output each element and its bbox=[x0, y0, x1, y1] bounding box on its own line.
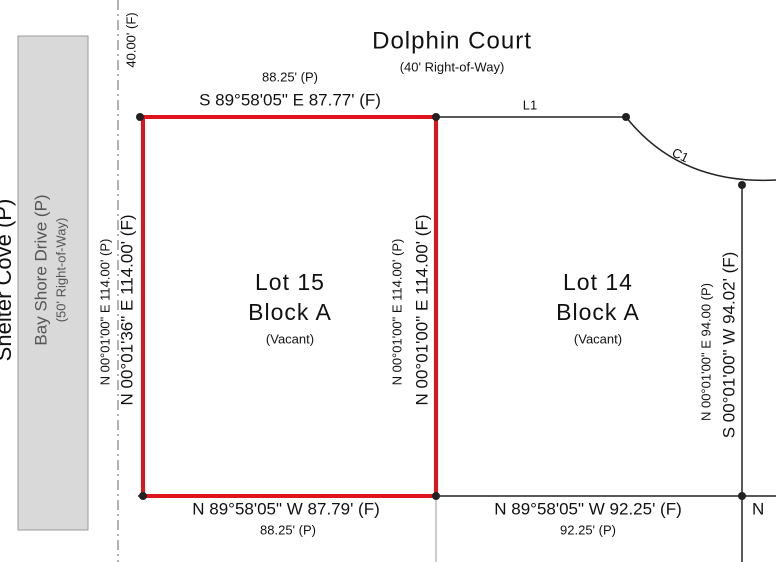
plat-distance: 92.25' (P) bbox=[560, 522, 616, 537]
field-bearing: N 89°58'05" W 92.25' (F) bbox=[494, 499, 682, 518]
field-bearing: N 89°58'05" W 87.79' (F) bbox=[192, 499, 380, 518]
plat-distance: 88.25' (P) bbox=[260, 522, 316, 537]
field-bearing: S 89°58'05" E 87.77' (F) bbox=[199, 90, 381, 109]
plat-bearing: N 00°01'00" E 94.00 (P) bbox=[698, 283, 713, 421]
monument bbox=[622, 113, 630, 121]
lot-number: Lot 15 bbox=[255, 269, 325, 295]
street-row: (40' Right-of-Way) bbox=[400, 59, 505, 74]
top-offset: 40.00' (F) bbox=[123, 12, 138, 67]
block: Block A bbox=[248, 299, 332, 325]
side-street-row: (50' Right-of-Way) bbox=[53, 218, 68, 323]
field-bearing: N 00°01'36" E 114.00' (F) bbox=[117, 214, 136, 405]
block: Block A bbox=[556, 299, 640, 325]
monument bbox=[432, 492, 440, 500]
lot15-boundary bbox=[141, 115, 438, 498]
lot-status: (Vacant) bbox=[266, 331, 314, 346]
line-label: L1 bbox=[523, 97, 537, 112]
road-strip bbox=[17, 35, 89, 531]
lot-status: (Vacant) bbox=[574, 331, 622, 346]
monument bbox=[139, 492, 147, 500]
field-bearing: S 00°01'00" W 94.02' (F) bbox=[719, 252, 738, 439]
plat-bearing: N 00°01'00" E 114.00' (P) bbox=[389, 239, 404, 386]
monument bbox=[136, 113, 144, 121]
field-bearing: N 00°01'00" E 114.00' (F) bbox=[412, 214, 431, 405]
lot-number: Lot 14 bbox=[563, 269, 633, 295]
curve-label: C1 bbox=[670, 145, 691, 166]
waterway: Shelter Cove (P) bbox=[0, 199, 16, 362]
field-bearing: N bbox=[752, 499, 764, 518]
side-street-name: Bay Shore Drive (P) bbox=[31, 194, 50, 345]
monument bbox=[432, 113, 440, 121]
plat-bearing: N 00°01'00" E 114.00' (P) bbox=[97, 239, 112, 386]
monument bbox=[738, 492, 746, 500]
monuments bbox=[136, 113, 746, 500]
curve-c1 bbox=[625, 116, 776, 182]
street-name: Dolphin Court bbox=[372, 27, 532, 54]
monument bbox=[738, 181, 746, 189]
plat-distance: 88.25' (P) bbox=[262, 69, 318, 84]
